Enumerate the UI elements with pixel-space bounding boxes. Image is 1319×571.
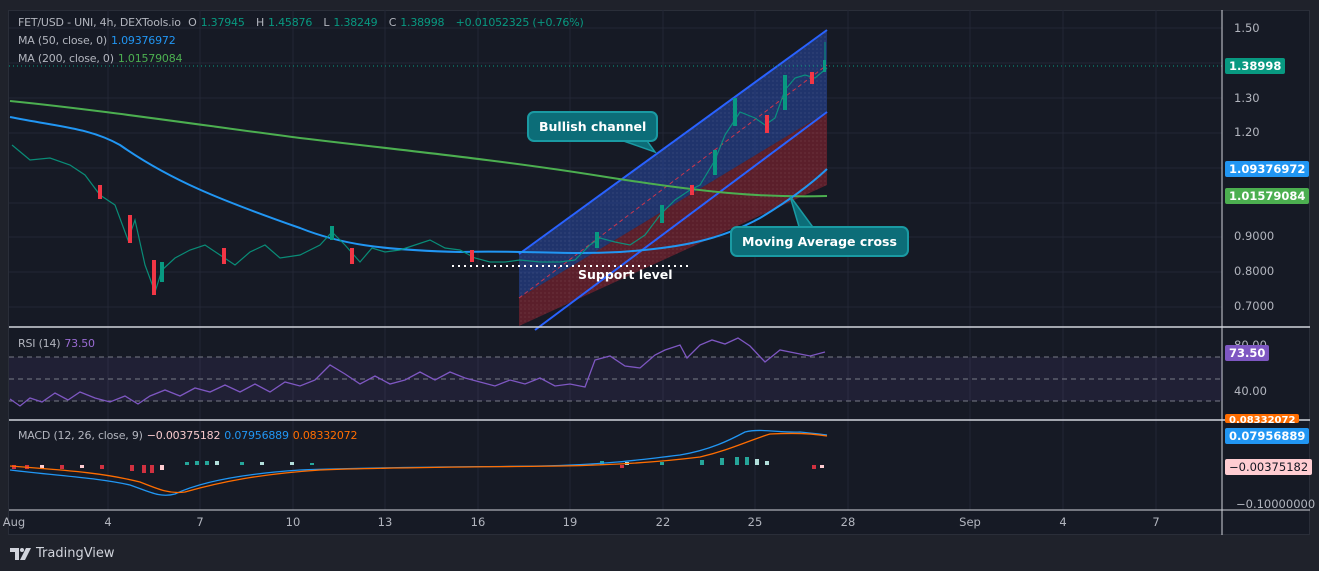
price-tick: 0.9000	[1234, 229, 1275, 243]
close-value: 1.38998	[400, 16, 445, 29]
symbol-legend: FET/USD - UNI, 4h, DEXTools.io O 1.37945 …	[18, 16, 584, 29]
ma50-legend[interactable]: MA (50, close, 0) 1.09376972	[18, 34, 176, 47]
time-tick: 13	[377, 515, 393, 529]
channel-upper-line[interactable]	[518, 29, 828, 255]
ma200-line[interactable]	[9, 100, 828, 198]
high-value: 1.45876	[268, 16, 313, 29]
time-tick: Aug	[2, 515, 26, 529]
ma-cross-callout[interactable]: Moving Average cross	[730, 226, 909, 257]
macd-legend[interactable]: MACD (12, 26, close, 9) −0.00375182 0.0795…	[18, 429, 358, 442]
rsi-tick: 40.00	[1234, 384, 1267, 398]
macd-value: 0.07956889	[224, 429, 289, 442]
channel-lower-line[interactable]	[534, 111, 828, 331]
signal-tag: 0.08332072	[1225, 414, 1300, 423]
candles[interactable]	[11, 42, 828, 295]
grid	[9, 10, 1222, 510]
time-tick: 7	[196, 515, 204, 529]
ma200-legend[interactable]: MA (200, close, 0) 1.01579084	[18, 52, 183, 65]
time-tick: 4	[104, 515, 112, 529]
brand-label: TradingView	[36, 546, 115, 561]
tradingview-logo-icon	[10, 547, 31, 560]
time-tick: Sep	[959, 515, 981, 529]
bullish-channel-callout[interactable]: Bullish channel	[527, 111, 659, 142]
price-tick: 1.20	[1234, 125, 1260, 139]
open-value: 1.37945	[200, 16, 245, 29]
ma50-value: 1.09376972	[111, 34, 176, 47]
low-value: 1.38249	[333, 16, 378, 29]
macd-tag: 0.07956889	[1225, 428, 1310, 444]
rsi-tag: 73.50	[1225, 345, 1270, 361]
signal-line[interactable]	[9, 432, 828, 494]
rsi-legend[interactable]: RSI (14) 73.50	[18, 337, 95, 350]
rsi-line[interactable]	[9, 337, 826, 407]
signal-value: 0.08332072	[292, 429, 358, 442]
ma50-tag: 1.09376972	[1225, 161, 1310, 177]
macd-tick: −0.10000000	[1236, 497, 1316, 511]
tradingview-brand[interactable]: TradingView	[10, 546, 115, 561]
macd-histogram	[12, 457, 824, 473]
time-tick: 25	[747, 515, 763, 529]
rsi-value: 73.50	[64, 337, 95, 350]
time-tick: 7	[1152, 515, 1160, 529]
time-tick: 19	[562, 515, 578, 529]
price-tick: 0.8000	[1234, 264, 1275, 278]
time-tick: 4	[1059, 515, 1067, 529]
change-value: +0.01052325 (+0.76%)	[455, 16, 584, 29]
hist-tag: −0.00375182	[1225, 459, 1313, 475]
support-level-label[interactable]: Support level	[578, 267, 673, 282]
ma200-value: 1.01579084	[117, 52, 183, 65]
price-tick: 1.30	[1234, 91, 1260, 105]
ma50-line[interactable]	[9, 116, 828, 254]
price-tick: 0.7000	[1234, 299, 1275, 313]
time-tick: 28	[840, 515, 856, 529]
symbol-title: FET/USD - UNI, 4h, DEXTools.io	[18, 16, 181, 29]
price-tick: 1.50	[1234, 21, 1260, 35]
macd-hist-value: −0.00375182	[146, 429, 221, 442]
channel-mid-line	[518, 64, 828, 299]
ma200-tag: 1.01579084	[1225, 188, 1310, 204]
last-price-tag: 1.38998	[1225, 58, 1286, 74]
time-tick: 10	[285, 515, 301, 529]
time-tick: 16	[470, 515, 486, 529]
time-tick: 22	[655, 515, 671, 529]
